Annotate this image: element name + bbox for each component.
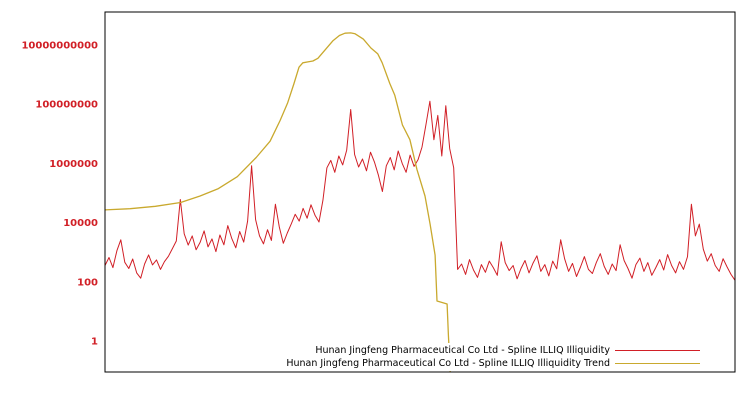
series-line-illiquidity — [105, 100, 735, 281]
y-axis-tick-label: 1 — [91, 337, 98, 348]
y-axis-tick-label: 10000000000 — [21, 41, 98, 52]
legend-line-sample-trend — [615, 363, 700, 364]
y-axis-tick-label: 100000000 — [35, 100, 98, 111]
y-axis-tick-label: 100 — [77, 277, 98, 288]
y-axis-tick-label: 1000000 — [49, 159, 98, 170]
series-line-trend — [105, 32, 451, 372]
y-axis-tick-label: 10000 — [63, 218, 98, 229]
legend-item-trend: Hunan Jingfeng Pharmaceutical Co Ltd - S… — [110, 358, 734, 370]
legend-label-trend: Hunan Jingfeng Pharmaceutical Co Ltd - S… — [286, 358, 610, 369]
legend-label-illiquidity: Hunan Jingfeng Pharmaceutical Co Ltd - S… — [315, 345, 610, 356]
legend-line-sample-illiquidity — [615, 350, 700, 351]
plot-border — [104, 11, 736, 373]
legend-item-illiquidity: Hunan Jingfeng Pharmaceutical Co Ltd - S… — [110, 345, 734, 357]
legend: Hunan Jingfeng Pharmaceutical Co Ltd - S… — [110, 343, 734, 371]
